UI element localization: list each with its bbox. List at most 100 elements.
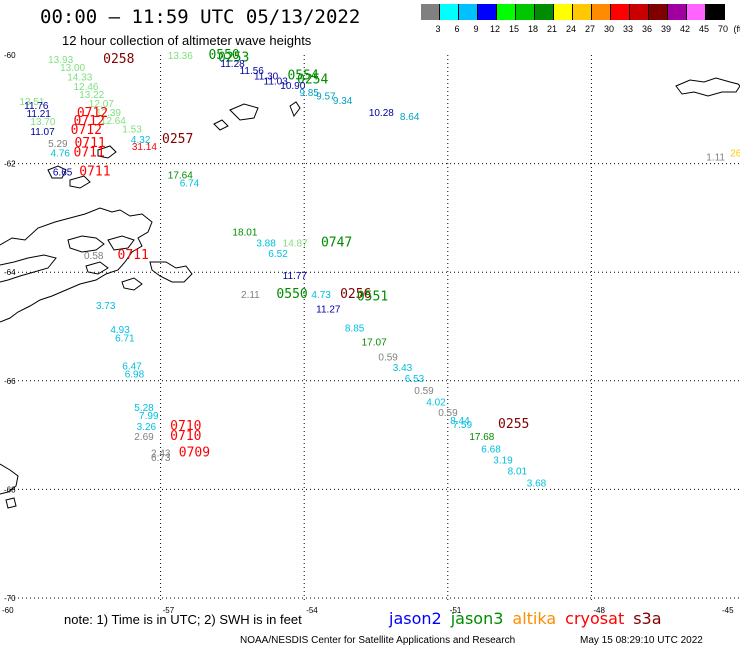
longitude-label: -57 (163, 606, 175, 615)
pass-time-label: 0550 (208, 48, 239, 63)
wave-height-label: 11.07 (30, 127, 55, 138)
longitude-label: -45 (722, 606, 734, 615)
island-1 (67, 235, 105, 253)
wave-height-label: 8.01 (508, 466, 528, 477)
wave-height-label: 9.34 (333, 96, 353, 107)
wave-height-label: 0.59 (378, 352, 398, 363)
colorbar-swatch (706, 4, 725, 20)
wave-height-label: 10.28 (369, 108, 394, 119)
latitude-label: -66 (4, 377, 16, 386)
wave-height-label: 12.46 (73, 82, 98, 93)
credit-timestamp: May 15 08:29:10 UTC 2022 (580, 635, 703, 646)
wave-height-label: 6.52 (268, 249, 288, 260)
wave-height-label: 3.88 (256, 238, 276, 249)
colorbar-swatch (649, 4, 668, 20)
wave-height-label: 18.01 (232, 227, 257, 238)
wave-height-label: 4.32 (131, 135, 151, 146)
coastline (0, 77, 740, 509)
wave-height-label: 17.64 (168, 170, 193, 181)
wave-height-label: 10.90 (280, 81, 305, 92)
colorbar-label: 9 (473, 24, 479, 34)
wave-height-label: 26 (730, 149, 740, 160)
colorbar-label: 39 (660, 24, 671, 34)
colorbar-unit: (ft) (733, 24, 740, 34)
colorbar-label: 21 (546, 24, 557, 34)
wave-height-label: 17.68 (469, 432, 494, 443)
wave-height-label: 2.43 (151, 448, 171, 459)
mission-jason2: jason2 (389, 609, 442, 628)
wave-height-label: 31.14 (132, 142, 157, 153)
small-island-1 (213, 119, 229, 131)
lat-lon-grid (10, 55, 740, 603)
shetland-1 (47, 165, 67, 179)
wave-height-label: 14.87 (283, 238, 308, 249)
colorbar-swatch (611, 4, 630, 20)
wave-height-label: 1.11 (706, 153, 725, 164)
wave-height-label: 17.07 (362, 338, 387, 349)
pass-time-label: 0551 (357, 290, 388, 305)
wave-height-label: 3.43 (393, 363, 413, 374)
wave-height-label: 4.93 (110, 325, 130, 336)
wave-height-label: 0.58 (84, 251, 104, 262)
pass-time-label: 0711 (73, 146, 104, 161)
pass-time-label: 0254 (297, 72, 328, 87)
wave-height-label: 12.64 (101, 116, 126, 127)
wave-height-label: 4.02 (426, 397, 446, 408)
colorbar-label: 45 (698, 24, 709, 34)
pass-time-label: 0712 (71, 123, 102, 138)
pass-time-label: 0710 (170, 419, 201, 434)
wave-height-label: 3.19 (493, 456, 513, 467)
colorbar-swatch (497, 4, 516, 20)
longitude-label: -48 (593, 606, 605, 615)
colorbar-swatch (459, 4, 478, 20)
mission-s3a: s3a (633, 609, 662, 628)
wave-height-label: 6.74 (180, 179, 200, 190)
pass-time-label: 0255 (498, 417, 529, 432)
colorbar-swatch (687, 4, 706, 20)
wave-height-label: 3.68 (527, 478, 547, 489)
map-title: 00:00 – 11:59 UTC 05/13/2022 (40, 6, 361, 28)
colorbar-label: 30 (603, 24, 614, 34)
pass-time-label: 0710 (170, 429, 201, 444)
pass-time-label: 0712 (73, 114, 104, 129)
latitude-label: -64 (4, 268, 16, 277)
wave-height-label: 1.53 (122, 124, 142, 135)
colorbar-swatch (440, 4, 459, 20)
colorbar-label: 33 (622, 24, 633, 34)
wave-height-label: 6.65 (53, 168, 73, 179)
sw-coast-1 (0, 463, 19, 495)
wave-height-label: 0.59 (414, 386, 434, 397)
wave-height-label: 7.59 (453, 420, 473, 431)
pass-time-label: 0256 (340, 287, 371, 302)
sw-coast-2 (5, 497, 17, 509)
map-subtitle: 12 hour collection of altimeter wave hei… (62, 33, 312, 48)
wave-height-label: 14.33 (67, 73, 92, 84)
pass-time-label: 0550 (276, 287, 307, 302)
longitude-label: -60 (2, 606, 14, 615)
wave-height-label: 5.29 (48, 139, 68, 150)
footnote: note: 1) Time is in UTC; 2) SWH is in fe… (64, 612, 302, 627)
island-5 (85, 261, 109, 275)
mission-jason3: jason3 (450, 609, 504, 628)
south-orkney (675, 77, 740, 97)
wave-height-label: 9.85 (299, 88, 319, 99)
wave-height-label: 13.51 (19, 97, 44, 108)
wave-height-label: 6.47 (122, 362, 142, 373)
colorbar-swatch (478, 4, 497, 20)
mission-legend: jason2 jason3 altika cryosat s3a (389, 609, 671, 628)
wave-height-label: 2.11 (241, 290, 260, 301)
colorbar-swatch (421, 4, 440, 20)
latitude-label: -70 (4, 594, 16, 603)
shetland-2 (69, 175, 91, 189)
pass-time-label: 0747 (321, 235, 352, 250)
latitude-label: -62 (4, 160, 16, 169)
wave-height-label: 8.85 (345, 324, 365, 335)
pass-time-label: 0257 (162, 132, 193, 147)
longitude-label: -51 (450, 606, 462, 615)
wave-height-label: 2.69 (134, 432, 154, 443)
credit-line: NOAA/NESDIS Center for Satellite Applica… (240, 635, 516, 646)
peninsula-coast (0, 207, 153, 323)
wave-height-label: 8.44 (450, 416, 470, 427)
shetland-3 (97, 145, 117, 159)
